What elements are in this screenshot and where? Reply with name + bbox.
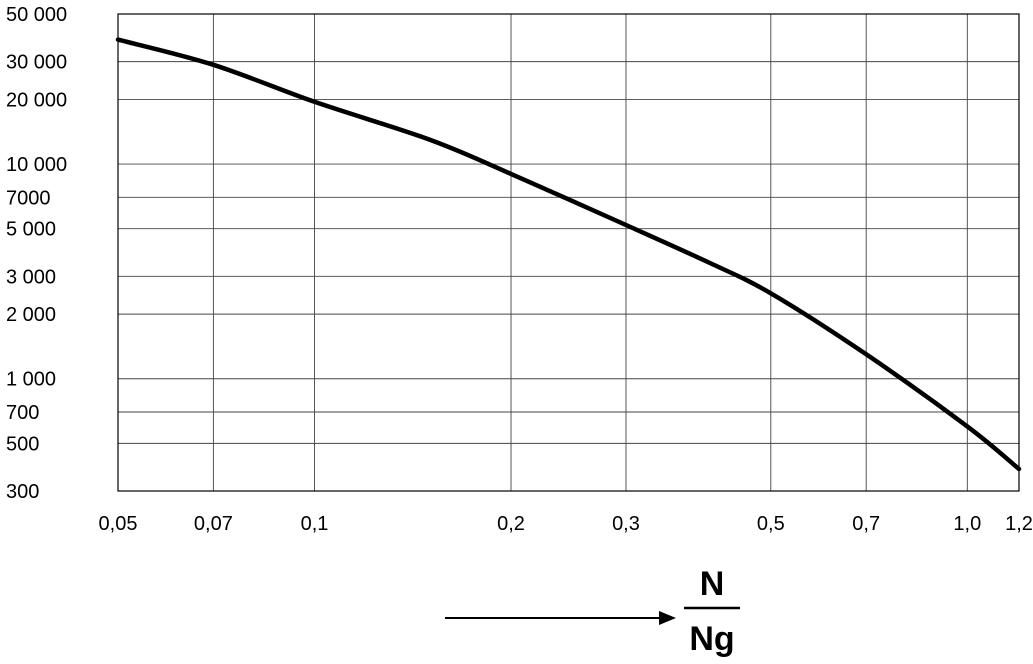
x-tick-label: 1,0 <box>953 513 981 535</box>
y-tick-label: 7000 <box>6 187 51 209</box>
y-tick-label: 500 <box>6 433 39 455</box>
x-tick-label: 0,3 <box>612 513 640 535</box>
x-label-numerator: N <box>700 565 725 603</box>
y-tick-label: 2 000 <box>6 304 56 326</box>
y-tick-label: 50 000 <box>6 4 67 26</box>
grid-lines <box>117 13 1020 492</box>
y-tick-label: 5 000 <box>6 219 56 241</box>
x-tick-label: 0,1 <box>301 513 329 535</box>
x-tick-label: 0,7 <box>852 513 880 535</box>
x-tick-label: 1,2 <box>1005 513 1033 535</box>
x-tick-label: 0,07 <box>194 513 233 535</box>
y-tick-labels: 300 500 700 1 000 2 000 3 000 5 000 7000 10 000 2… <box>6 4 67 503</box>
x-tick-labels: 0,05 0,07 0,1 0,2 0,3 0,5 0,7 1,0 1,2 <box>99 513 1033 535</box>
plot-frame <box>117 13 1020 492</box>
series-line-0 <box>115 37 1022 472</box>
y-tick-label: 300 <box>6 481 39 503</box>
y-tick-label: 3 000 <box>6 266 56 288</box>
arrow-head-icon <box>659 611 676 625</box>
x-axis-label: N Ng <box>445 565 740 658</box>
y-tick-label: 1 000 <box>6 369 56 391</box>
x-tick-label: 0,05 <box>99 513 138 535</box>
y-tick-label: 30 000 <box>6 52 67 74</box>
y-tick-label: 20 000 <box>6 89 67 111</box>
x-label-denominator: Ng <box>689 620 734 658</box>
y-tick-label: 10 000 <box>6 154 67 176</box>
x-tick-label: 0,2 <box>497 513 525 535</box>
x-tick-label: 0,5 <box>757 513 785 535</box>
y-tick-label: 700 <box>6 402 39 424</box>
